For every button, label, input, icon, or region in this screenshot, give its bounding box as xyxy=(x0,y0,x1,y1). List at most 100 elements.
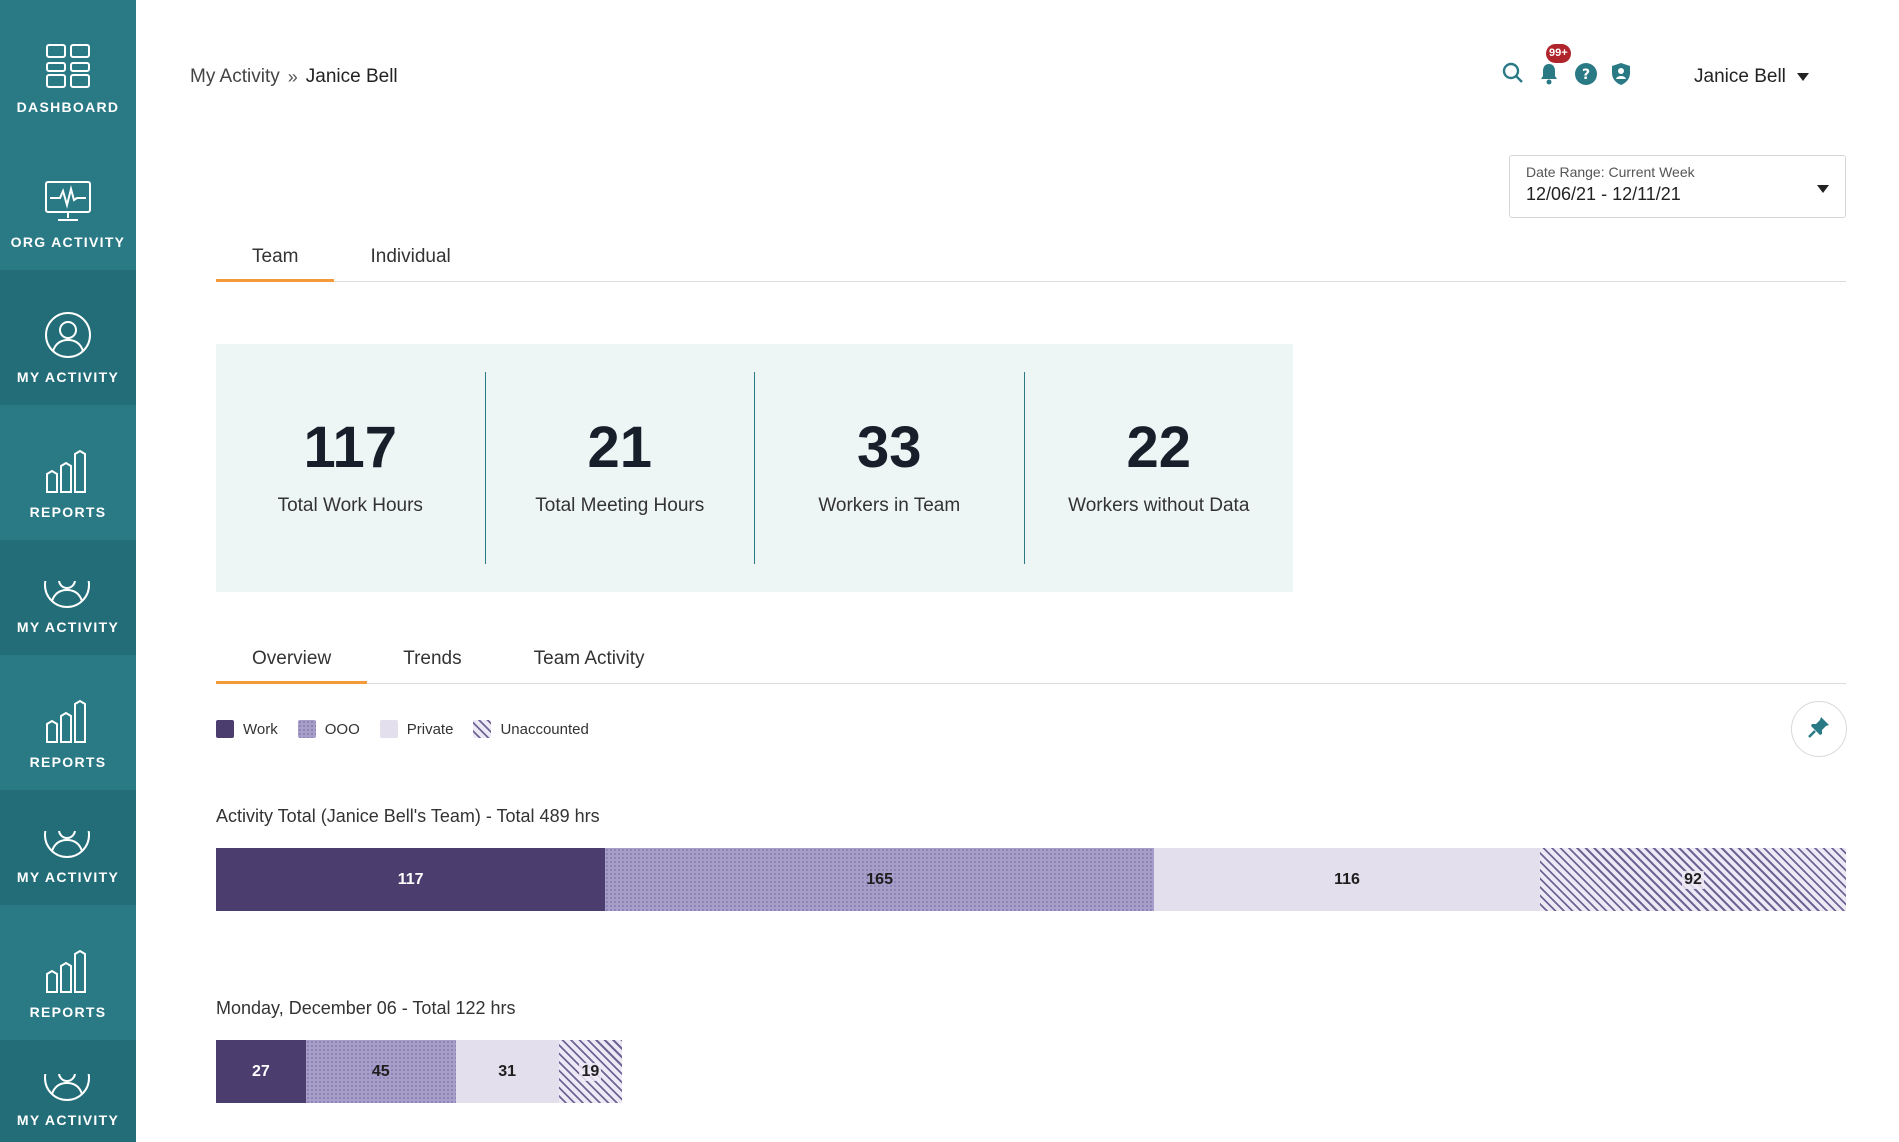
sidebar-item-reports[interactable]: REPORTS xyxy=(0,405,136,540)
sidebar-item-my-activity[interactable]: MY ACTIVITY xyxy=(0,790,136,905)
bar-segment-value: 92 xyxy=(1682,870,1704,889)
bar-segment-value: 19 xyxy=(579,1062,602,1081)
caret-down-icon xyxy=(1796,66,1810,88)
stat-label: Total Meeting Hours xyxy=(535,495,705,516)
bar-segment-value: 27 xyxy=(252,1062,270,1080)
tab-label: Individual xyxy=(370,245,451,267)
legend-item-ooo: OOO xyxy=(297,720,360,738)
user-circle-icon xyxy=(43,831,93,859)
sidebar-item-my-activity[interactable]: MY ACTIVITY xyxy=(0,1040,136,1142)
legend-swatch xyxy=(473,720,492,738)
tab-trends[interactable]: Trends xyxy=(367,634,497,683)
breadcrumb: My Activity » Janice Bell xyxy=(190,66,398,88)
chart-title: Monday, December 06 - Total 122 hrs xyxy=(216,998,516,1018)
bar-chart-icon xyxy=(44,948,92,994)
pin-button[interactable] xyxy=(1791,701,1847,757)
bar-segment-private[interactable]: 116 xyxy=(1154,848,1540,911)
bar-segment-unaccounted[interactable]: 19 xyxy=(558,1040,622,1103)
bar-segment-value: 45 xyxy=(371,1062,390,1080)
legend-label: OOO xyxy=(324,720,360,738)
bar-segment-ooo[interactable]: 45 xyxy=(305,1040,456,1103)
tab-label: Trends xyxy=(403,647,462,669)
user-circle-icon xyxy=(43,581,93,609)
bar-segment-value: 116 xyxy=(1334,870,1360,888)
stat-label: Workers without Data xyxy=(1068,495,1250,516)
breadcrumb-separator: » xyxy=(287,66,298,87)
bar-segment-work[interactable]: 27 xyxy=(216,1040,306,1103)
sidebar-item-reports[interactable]: REPORTS xyxy=(0,905,136,1040)
sidebar-item-label: MY ACTIVITY xyxy=(16,369,120,385)
stat-value: 33 xyxy=(856,415,922,480)
sidebar-item-label: REPORTS xyxy=(29,504,107,520)
monitor-pulse-icon xyxy=(44,180,92,224)
legend-item-private: Private xyxy=(379,720,454,738)
tab-label: Overview xyxy=(252,647,332,669)
help-icon[interactable]: ? xyxy=(1574,62,1597,86)
stat-value: 117 xyxy=(303,415,398,480)
stat-total-work-hours: 117 Total Work Hours xyxy=(216,372,485,564)
legend-swatch xyxy=(379,720,398,738)
breadcrumb-parent-link[interactable]: My Activity xyxy=(190,66,280,87)
section-tabs: Overview Trends Team Activity xyxy=(216,634,1846,684)
legend-label: Private xyxy=(406,720,454,738)
bar-segment-unaccounted[interactable]: 92 xyxy=(1539,848,1846,911)
stacked-bar-total: 117 165 116 92 xyxy=(216,848,1846,911)
bar-segment-value: 165 xyxy=(866,870,893,888)
breadcrumb-current: Janice Bell xyxy=(305,66,398,87)
chart-title: Activity Total (Janice Bell's Team) - To… xyxy=(216,806,600,826)
shield-user-icon[interactable] xyxy=(1610,62,1632,86)
search-icon[interactable] xyxy=(1502,62,1524,86)
tab-team-activity[interactable]: Team Activity xyxy=(498,634,681,683)
sidebar-item-label: DASHBOARD xyxy=(16,99,120,115)
date-range-value: 12/06/21 - 12/11/21 xyxy=(1526,184,1681,204)
chart-legend: Work OOO Private Unaccounted xyxy=(216,720,589,738)
legend-swatch xyxy=(216,720,234,738)
svg-text:?: ? xyxy=(1582,67,1590,83)
sidebar-item-my-activity[interactable]: MY ACTIVITY xyxy=(0,540,136,655)
tab-individual[interactable]: Individual xyxy=(334,232,486,281)
sidebar: DASHBOARD ORG ACTIVITY MY ACTIVITY xyxy=(0,0,136,1142)
date-range-label: Date Range: Current Week xyxy=(1526,164,1695,180)
bar-segment-work[interactable]: 117 xyxy=(216,848,606,911)
bar-chart-icon xyxy=(44,698,92,744)
legend-item-work: Work xyxy=(216,720,278,738)
bell-icon[interactable]: 99+ xyxy=(1538,44,1571,86)
sidebar-item-label: MY ACTIVITY xyxy=(16,869,120,885)
sidebar-item-reports[interactable]: REPORTS xyxy=(0,655,136,790)
tab-overview[interactable]: Overview xyxy=(216,634,368,684)
stat-label: Workers in Team xyxy=(818,495,961,516)
dashboard-icon xyxy=(45,43,91,89)
sidebar-item-org-activity[interactable]: ORG ACTIVITY xyxy=(0,135,136,270)
tab-label: Team Activity xyxy=(533,647,645,669)
stats-panel: 117 Total Work Hours 21 Total Meeting Ho… xyxy=(216,344,1293,592)
bar-segment-private[interactable]: 31 xyxy=(455,1040,559,1103)
header-toolbar: 99+ ? xyxy=(1502,44,1632,86)
tab-label: Team xyxy=(252,245,299,267)
caret-down-icon xyxy=(1817,180,1829,198)
stacked-bar-day: 27 45 31 19 xyxy=(216,1040,622,1103)
stat-total-meeting-hours: 21 Total Meeting Hours xyxy=(484,372,755,564)
date-range-select[interactable]: Date Range: Current Week 12/06/21 - 12/1… xyxy=(1509,155,1846,218)
user-name: Janice Bell xyxy=(1694,66,1786,87)
legend-label: Unaccounted xyxy=(500,720,589,738)
bar-segment-value: 31 xyxy=(498,1062,517,1080)
sidebar-item-my-activity[interactable]: MY ACTIVITY xyxy=(0,270,136,405)
sidebar-item-label: MY ACTIVITY xyxy=(16,619,120,635)
stat-value: 22 xyxy=(1126,415,1191,480)
user-menu[interactable]: Janice Bell xyxy=(1694,66,1810,88)
notification-badge: 99+ xyxy=(1546,44,1571,63)
user-circle-icon xyxy=(43,1074,93,1102)
legend-label: Work xyxy=(243,720,278,738)
tab-team[interactable]: Team xyxy=(216,232,335,282)
sidebar-item-dashboard[interactable]: DASHBOARD xyxy=(0,0,136,135)
pin-icon xyxy=(1808,716,1830,743)
legend-swatch xyxy=(297,720,316,738)
bar-segment-ooo[interactable]: 165 xyxy=(605,848,1155,911)
stat-workers-in-team: 33 Workers in Team xyxy=(754,372,1024,564)
sidebar-item-label: REPORTS xyxy=(29,754,107,770)
stat-value: 21 xyxy=(587,415,652,480)
stat-workers-without-data: 22 Workers without Data xyxy=(1023,372,1294,564)
view-tabs: Team Individual xyxy=(216,232,1846,282)
user-circle-icon xyxy=(44,311,92,359)
legend-item-unaccounted: Unaccounted xyxy=(473,720,589,738)
